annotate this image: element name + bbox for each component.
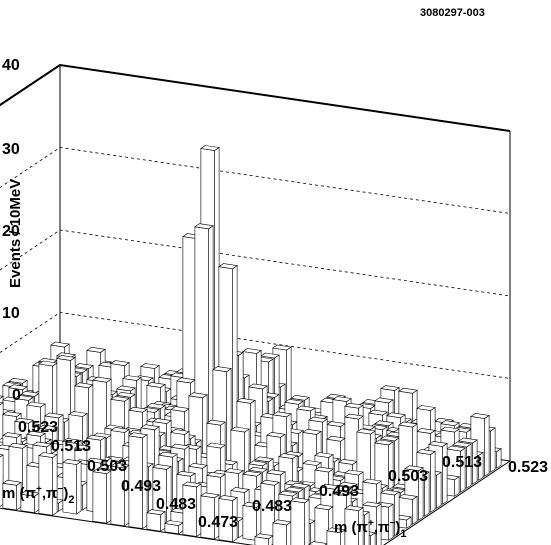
z-gridline [0, 312, 511, 379]
histogram-bar [2, 479, 22, 511]
y-tick-label: 0.493 [121, 478, 161, 495]
histogram-bar [326, 527, 346, 545]
y-tick-label: 0.503 [87, 458, 127, 475]
histogram-bar [92, 468, 112, 524]
z-tick-label: 40 [2, 57, 20, 74]
y-tick-label: 0.483 [156, 496, 196, 513]
x-tick-label: 0.513 [442, 454, 482, 471]
x-tick-label: 0.523 [508, 459, 548, 476]
histogram-bar [344, 505, 364, 545]
histogram-bar [164, 520, 184, 535]
histogram-bar [254, 533, 274, 545]
z-tick-label: 10 [2, 305, 20, 322]
x-axis-label: m (π+,π−)1 [334, 518, 406, 540]
z-tick-label: 30 [2, 141, 20, 158]
z-tick-label: 20 [2, 223, 20, 240]
histogram-bars [0, 145, 502, 545]
z-axis-label: Events / 10MeV [7, 179, 24, 288]
histogram-bar [242, 501, 262, 541]
frame-top-edge [0, 63, 511, 132]
histogram-bar [38, 452, 58, 516]
histogram-bar [0, 454, 4, 507]
z-gridlines [0, 147, 511, 379]
z-gridline [0, 229, 511, 297]
histogram-bar [290, 497, 310, 545]
histogram-bar [200, 492, 220, 540]
histogram-bar [128, 432, 148, 530]
axes-lines [0, 460, 511, 545]
y-tick-label: 0.523 [18, 419, 58, 436]
y-tick-label: 0.513 [51, 438, 91, 455]
histogram-bar [62, 459, 82, 515]
histogram-bar [146, 509, 166, 532]
y-axis-label: m (π+,π−)2 [2, 484, 74, 506]
front-axis [0, 460, 511, 545]
figure-tag: 3080297-003 [420, 7, 485, 19]
z-gridline [0, 147, 511, 214]
x-tick-label: 0.493 [319, 483, 359, 500]
histogram-bar [272, 519, 292, 545]
z-tick-label: 0 [12, 387, 21, 404]
y-tick-label: 0.473 [198, 514, 238, 531]
histogram-bar [218, 495, 238, 543]
histogram-bar [182, 481, 202, 537]
x-tick-label: 0.503 [388, 468, 428, 485]
x-tick-label: 0.483 [252, 498, 292, 515]
histogram-bar [20, 490, 40, 514]
